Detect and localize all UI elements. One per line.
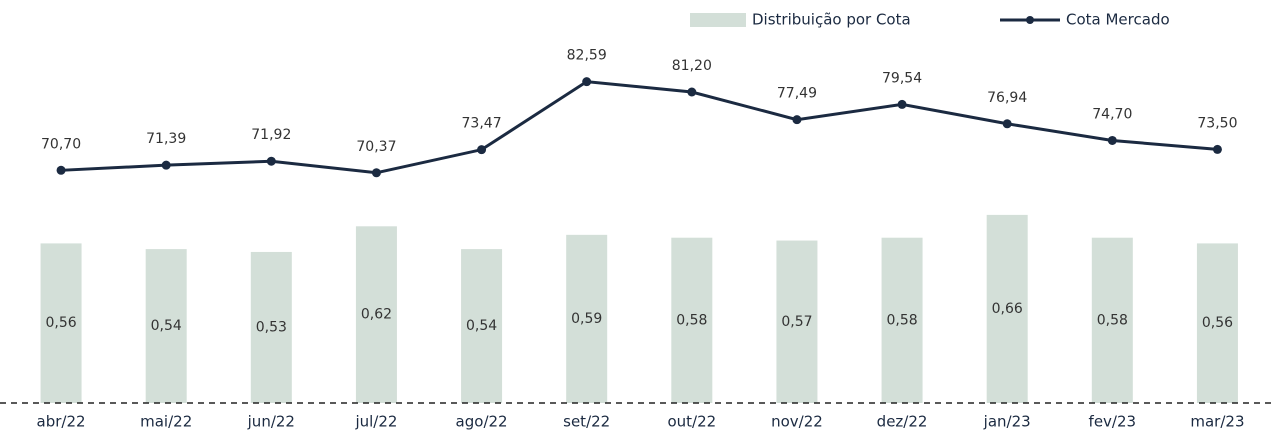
bar-label: 0,59 (571, 311, 602, 327)
line-point (897, 99, 907, 109)
line-point (266, 156, 276, 166)
line-label: 73,50 (1197, 115, 1237, 131)
x-tick-label: jan/23 (983, 413, 1031, 431)
line-label: 70,37 (356, 139, 396, 155)
legend-label: Cota Mercado (1066, 11, 1170, 29)
line-label: 79,54 (882, 70, 922, 86)
line-label: 73,47 (462, 116, 502, 132)
x-tick-label: nov/22 (771, 413, 823, 431)
legend-swatch (690, 13, 746, 27)
line-label: 76,94 (987, 90, 1027, 106)
line-label: 77,49 (777, 86, 817, 102)
x-tick-label: jun/22 (247, 413, 295, 431)
line-label: 71,92 (251, 127, 291, 143)
line-label: 82,59 (567, 48, 607, 64)
bar-label: 0,66 (992, 301, 1023, 317)
bar (461, 249, 503, 403)
bar (355, 226, 397, 403)
line-point (477, 145, 487, 155)
bar-label: 0,62 (361, 307, 392, 323)
bar-label: 0,57 (781, 314, 812, 330)
line-point (1107, 135, 1117, 145)
bar-label: 0,58 (886, 312, 917, 328)
bar (250, 251, 292, 403)
bar (776, 240, 818, 403)
bar (145, 249, 187, 403)
x-tick-label: mai/22 (140, 413, 192, 431)
line-point (1002, 119, 1012, 129)
bar (881, 237, 923, 403)
line-point (161, 160, 171, 170)
line-point (1212, 144, 1222, 154)
bar (566, 234, 608, 403)
line-point (56, 165, 66, 175)
bar-label: 0,53 (256, 319, 287, 335)
x-tick-label: jul/22 (354, 413, 397, 431)
bar-label: 0,58 (676, 312, 707, 328)
line-point (687, 87, 697, 97)
legend-dot (1026, 16, 1034, 24)
bar-label: 0,54 (151, 318, 182, 334)
bar (1196, 243, 1238, 403)
x-tick-label: mar/23 (1190, 413, 1244, 431)
x-tick-label: abr/22 (37, 413, 86, 431)
line (60, 80, 1218, 175)
x-tick-label: dez/22 (877, 413, 928, 431)
line-label: 74,70 (1092, 106, 1132, 122)
x-tick-label: ago/22 (456, 413, 508, 431)
bar-label: 0,56 (45, 315, 76, 331)
line-point (792, 115, 802, 125)
x-tick-label: fev/23 (1089, 413, 1137, 431)
x-tick-label: out/22 (667, 413, 716, 431)
bar-label: 0,58 (1097, 312, 1128, 328)
bar (1091, 237, 1133, 403)
bar (671, 237, 713, 403)
line-point (371, 168, 381, 178)
legend-label: Distribuição por Cota (752, 11, 911, 29)
line-label: 71,39 (146, 131, 186, 147)
line-label: 81,20 (672, 58, 712, 74)
bar-label: 0,54 (466, 318, 497, 334)
bar (986, 214, 1028, 403)
x-tick-label: set/22 (563, 413, 610, 431)
line-label: 70,70 (41, 136, 81, 152)
bar (40, 243, 82, 403)
bar-label: 0,56 (1202, 315, 1233, 331)
line-point (582, 77, 592, 87)
